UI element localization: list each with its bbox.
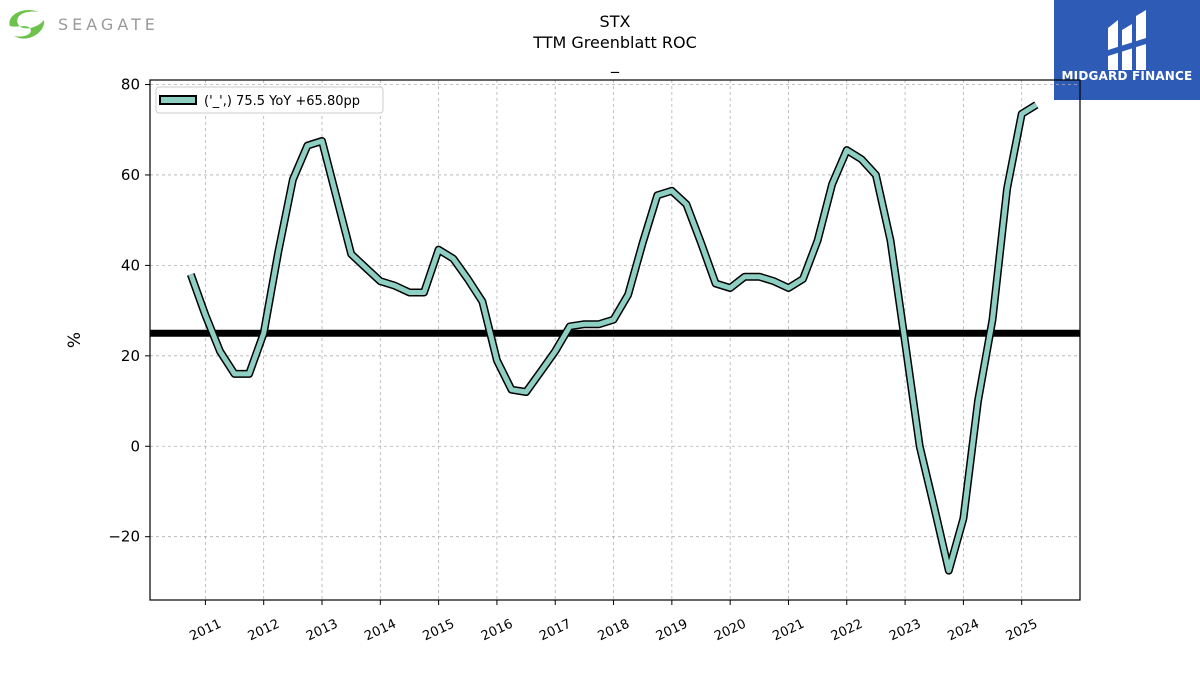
y-tick-label: 60	[121, 166, 140, 184]
x-tick-label: 2015	[421, 617, 457, 645]
seagate-swirl-icon	[9, 9, 45, 39]
legend-box	[155, 86, 384, 114]
y-tick-label: −20	[108, 528, 140, 546]
x-tick-label: 2025	[1004, 617, 1040, 645]
x-tick-label: 2011	[187, 617, 223, 645]
series-layer	[187, 101, 1039, 575]
x-tick-label: 2024	[945, 617, 981, 645]
midgard-mark-icon	[1108, 10, 1146, 70]
x-tick-label: 2016	[479, 617, 515, 645]
legend: ('_',) 75.5 YoY +65.80pp	[155, 86, 384, 114]
x-tick-label: 2022	[829, 617, 865, 645]
series-line	[188, 102, 1038, 574]
chart-title-subtitle: _	[611, 54, 619, 73]
chart-title-metric: TTM Greenblatt ROC	[533, 33, 697, 52]
midgard-finance-logo: MIDGARD FINANCE	[1054, 0, 1200, 100]
chart-title: STX TTM Greenblatt ROC _	[430, 11, 800, 74]
x-tick-label: 2013	[304, 617, 340, 645]
midgard-wordmark: MIDGARD FINANCE	[1061, 69, 1193, 83]
x-axis: 2011 2012 2013 2014 2015 2016 2017 2018 2019 2020…	[187, 600, 1040, 644]
plot-frame	[149, 79, 1081, 601]
legend-swatch	[159, 95, 197, 105]
y-axis: −20 0 20 40 60 80	[108, 76, 150, 546]
seagate-wordmark: SEAGATE	[58, 14, 159, 34]
x-tick-label: 2017	[537, 617, 573, 645]
x-tick-label: 2019	[654, 617, 690, 645]
y-tick-label: 20	[121, 347, 140, 365]
y-tick-label: 40	[121, 256, 140, 274]
chart-title-ticker: STX	[599, 12, 631, 31]
y-tick-label: 0	[130, 437, 140, 455]
grid	[150, 80, 1080, 600]
legend-label: ('_',) 75.5 YoY +65.80pp	[204, 94, 360, 109]
x-tick-label: 2018	[596, 617, 632, 645]
x-tick-label: 2020	[712, 617, 748, 645]
seagate-logo: SEAGATE	[4, 4, 159, 44]
x-tick-label: 2021	[771, 617, 807, 645]
x-tick-label: 2014	[362, 617, 398, 645]
x-tick-label: 2012	[246, 617, 282, 645]
x-tick-label: 2023	[887, 617, 923, 645]
y-axis-label: %	[65, 332, 85, 348]
y-tick-label: 80	[121, 76, 140, 94]
